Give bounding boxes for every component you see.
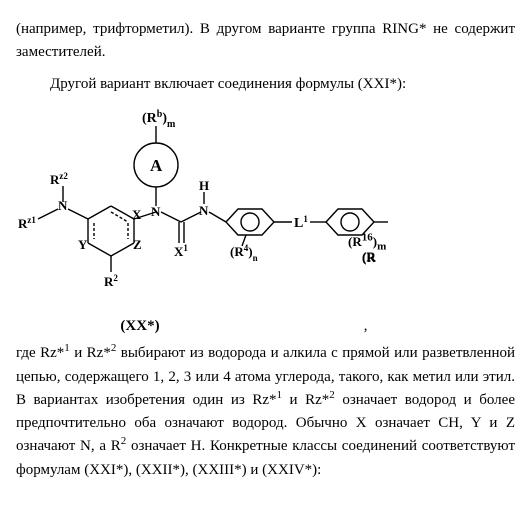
para-continuation: (например, трифторметил). В другом вариа…	[16, 18, 515, 65]
ring-a-label: A	[150, 156, 163, 175]
structure-figure: (Rb)m A X Y Z N	[16, 106, 515, 339]
rz1-label: Rz1	[18, 215, 36, 231]
para-where: где Rz*1 и Rz*2 выбирают из водорода и а…	[16, 342, 515, 482]
r16-overlay: (R16)m	[348, 232, 386, 252]
r4-label: (R4)n	[230, 243, 258, 263]
para-intro-formula: Другой вариант включает соединения форму…	[16, 73, 515, 96]
h-urea: H	[199, 178, 209, 193]
l1-label: L1	[294, 214, 308, 231]
y-atom: Y	[78, 237, 88, 252]
n-urea: N	[199, 203, 209, 218]
z-atom: Z	[133, 237, 142, 252]
x-atom: X	[132, 207, 142, 222]
rz2-label: Rz2	[50, 171, 68, 187]
trailing-comma: ,	[364, 315, 368, 338]
r2-label: R2	[104, 273, 118, 289]
n-central: N	[151, 204, 161, 219]
n-amine: N	[58, 198, 68, 213]
chemical-structure-svg: (Rb)m A X Y Z N	[16, 106, 396, 301]
x1-label: X1	[174, 243, 188, 259]
figure-caption: (XX*)	[80, 315, 200, 338]
rb-label: (Rb)m	[142, 109, 176, 130]
